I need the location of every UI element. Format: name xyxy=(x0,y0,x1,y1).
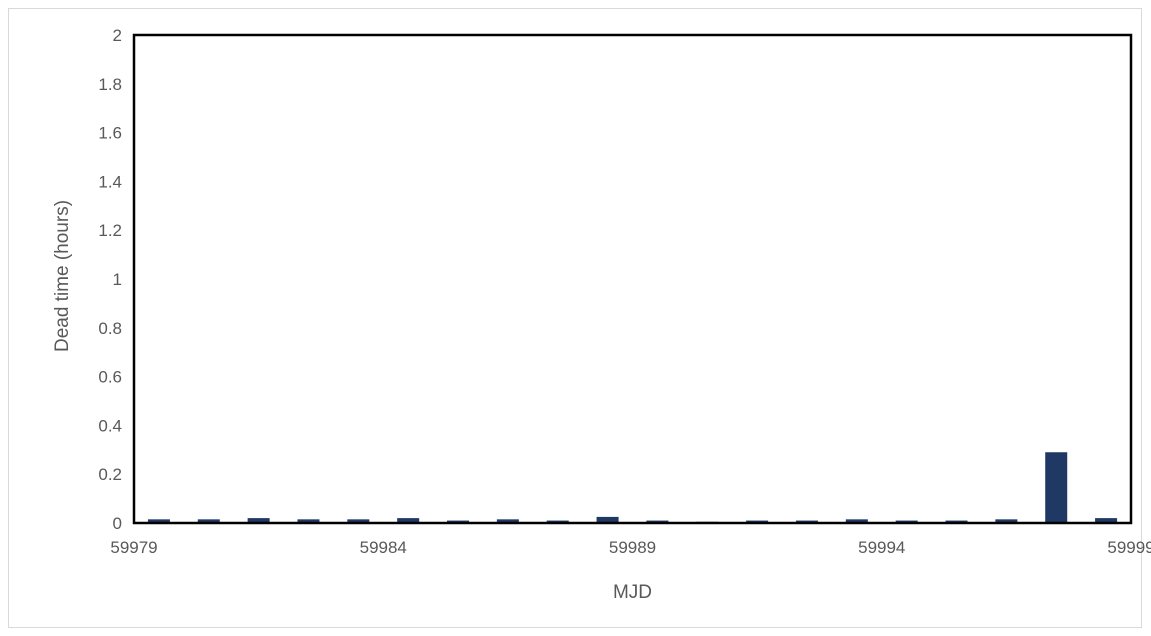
y-tick-label: 1.2 xyxy=(98,221,122,240)
y-axis-title: Dead time (hours) xyxy=(52,200,73,352)
x-tick-label: 59979 xyxy=(110,538,157,557)
y-tick-label: 0.6 xyxy=(98,368,122,387)
x-tick-label: 59984 xyxy=(360,538,407,557)
bar xyxy=(397,518,420,523)
bar xyxy=(596,516,619,523)
bar-series xyxy=(147,452,1118,523)
y-tick-label: 0.2 xyxy=(98,465,122,484)
x-tick-label: 59999 xyxy=(1107,538,1151,557)
bar xyxy=(197,519,220,523)
x-axis-title: MJD xyxy=(613,582,652,603)
bar xyxy=(496,519,519,523)
bar xyxy=(845,519,868,523)
x-tick-label: 59994 xyxy=(858,538,905,557)
x-tick-label: 59989 xyxy=(609,538,656,557)
x-tick-labels: 59979 59984 59989 59994 59999 xyxy=(110,538,1151,557)
y-tick-label: 1.6 xyxy=(98,124,122,143)
y-tick-labels: 0 0.2 0.4 0.6 0.8 1 1.2 1.4 1.6 1.8 2 xyxy=(98,26,122,533)
bar xyxy=(297,519,320,523)
y-tick-label: 1 xyxy=(113,270,122,289)
plot-area-border xyxy=(132,33,1133,525)
y-tick-label: 1.4 xyxy=(98,172,122,191)
y-tick-label: 0.4 xyxy=(98,416,122,435)
chart-frame xyxy=(8,8,1142,628)
bar xyxy=(347,519,370,523)
bar xyxy=(995,519,1018,523)
y-tick-label: 0 xyxy=(113,514,122,533)
bar xyxy=(1045,452,1068,523)
y-tick-label: 2 xyxy=(113,26,122,45)
y-tick-label: 1.8 xyxy=(98,75,122,94)
y-tick-label: 0.8 xyxy=(98,319,122,338)
bar xyxy=(147,519,170,523)
bar xyxy=(1095,518,1118,523)
bar xyxy=(247,518,270,523)
